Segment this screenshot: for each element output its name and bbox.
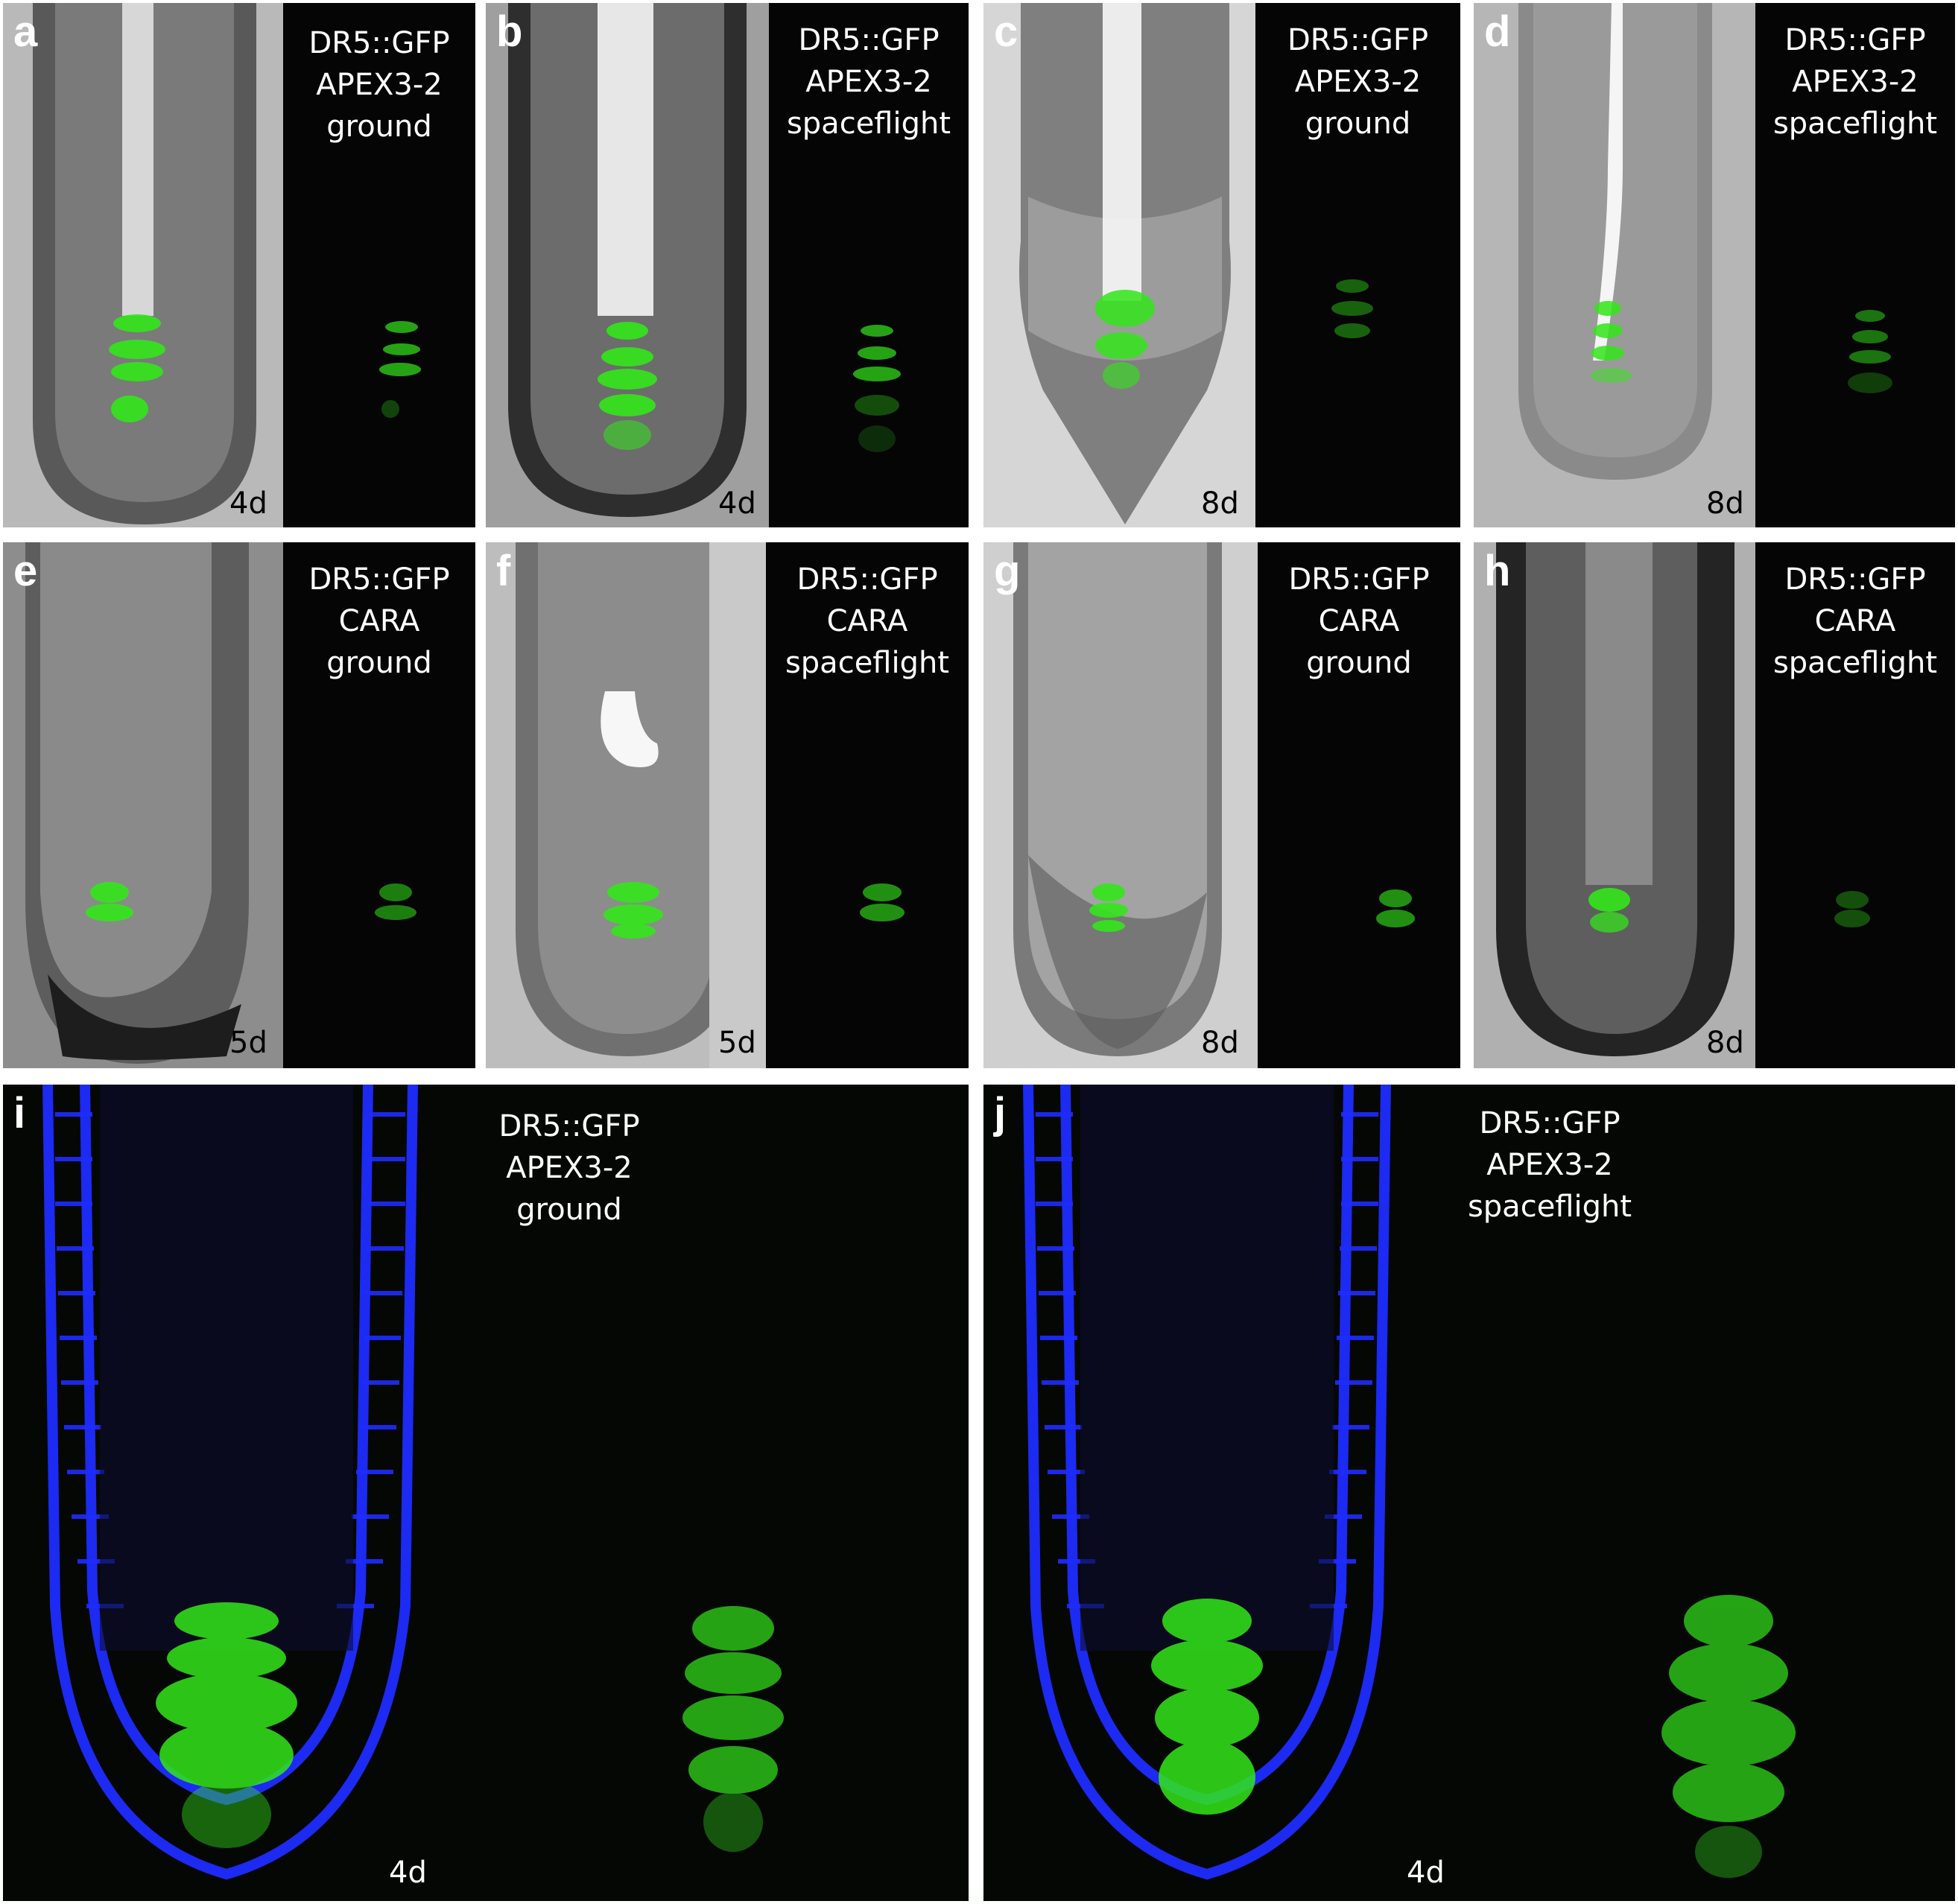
panel-e: e DR5::GFP CARA ground 5d (3, 542, 475, 1068)
panel-c: c DR5::GFP APEX3-2 ground 8d (983, 3, 1460, 527)
panel-label: DR5::GFP CARA spaceflight (785, 562, 950, 680)
panel-letter: a (13, 7, 38, 56)
panel-letter: b (496, 7, 523, 56)
cell-wall-lines (1036, 1112, 1378, 1608)
root-image-brightfield-gfp (1474, 542, 1955, 1068)
root-image-brightfield-gfp (1474, 3, 1955, 527)
day-label: 4d (389, 1856, 427, 1890)
panel-label: DR5::GFP APEX3-2 ground (1287, 23, 1429, 141)
day-label: 8d (1201, 486, 1239, 521)
panel-label: DR5::GFP CARA spaceflight (1772, 562, 1938, 680)
panel-letter: g (994, 547, 1021, 595)
panel-label: DR5::GFP APEX3-2 spaceflight (1467, 1106, 1632, 1224)
panel-a: a DR5::GFP APEX3-2 ground 4d (3, 3, 475, 527)
day-label: 8d (1201, 1026, 1239, 1060)
panel-letter: f (496, 547, 511, 595)
panel-letter: i (13, 1089, 26, 1137)
root-image-brightfield-gfp (3, 3, 475, 527)
root-image-confocal (42, 1085, 784, 1880)
root-image-brightfield-gfp (486, 542, 969, 1068)
panel-letter: j (994, 1089, 1007, 1137)
root-image-confocal (1023, 1085, 1796, 1880)
root-image-brightfield-gfp (486, 3, 969, 527)
day-label: 5d (718, 1026, 756, 1060)
panel-letter: e (13, 547, 38, 595)
panel-i: i DR5::GFP APEX3-2 ground 4d (3, 1085, 969, 1901)
day-label: 4d (718, 486, 756, 521)
panel-j: j DR5::GFP APEX3-2 spaceflight 4d (983, 1085, 1955, 1901)
panel-letter: d (1484, 7, 1511, 56)
panel-label: DR5::GFP APEX3-2 ground (498, 1109, 640, 1227)
panel-d: d DR5::GFP APEX3-2 spaceflight 8d (1474, 3, 1955, 527)
day-label: 4d (229, 486, 267, 521)
root-image-brightfield-gfp (983, 3, 1460, 527)
root-image-brightfield-gfp (983, 542, 1460, 1068)
day-label: 8d (1706, 1026, 1744, 1060)
panel-label: DR5::GFP CARA ground (1288, 562, 1430, 680)
panel-label: DR5::GFP APEX3-2 ground (308, 26, 450, 144)
root-image-brightfield-gfp (3, 542, 475, 1068)
day-label: 4d (1407, 1856, 1445, 1890)
cell-wall-lines (55, 1112, 405, 1608)
panel-h: h DR5::GFP CARA spaceflight 8d (1474, 542, 1955, 1068)
day-label: 8d (1706, 486, 1744, 521)
panel-letter: h (1484, 547, 1511, 595)
panel-g: g DR5::GFP CARA ground 8d (983, 542, 1460, 1068)
panel-label: DR5::GFP CARA ground (308, 562, 450, 680)
panel-label: DR5::GFP APEX3-2 spaceflight (786, 23, 951, 141)
panel-label: DR5::GFP APEX3-2 spaceflight (1772, 23, 1938, 141)
panel-b: b DR5::GFP APEX3-2 spaceflight 4d (486, 3, 969, 527)
panel-f: f DR5::GFP CARA spaceflight 5d (486, 542, 969, 1068)
day-label: 5d (229, 1026, 267, 1060)
panel-letter: c (994, 7, 1018, 56)
